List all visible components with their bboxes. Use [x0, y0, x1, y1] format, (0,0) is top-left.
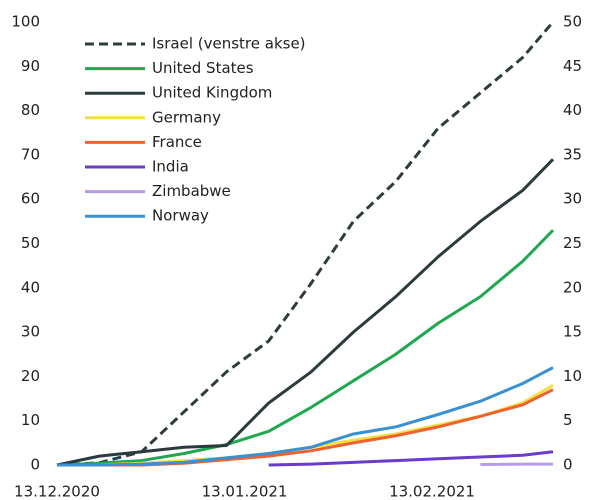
y-tick-label: 80: [21, 101, 40, 119]
y2-tick-label: 10: [563, 367, 582, 385]
legend-label: United States: [152, 59, 254, 77]
y2-tick-label: 20: [563, 278, 582, 296]
legend-label: United Kingdom: [152, 84, 272, 102]
y-tick-label: 70: [21, 145, 40, 163]
y-tick-label: 30: [21, 323, 40, 341]
legend-label: France: [152, 133, 202, 151]
y2-tick-label: 35: [563, 145, 582, 163]
y2-tick-label: 5: [563, 411, 573, 429]
y2-tick-label: 25: [563, 234, 582, 252]
line: [56, 229, 555, 467]
y-tick-label: 50: [21, 234, 40, 252]
y2-tick-label: 15: [563, 323, 582, 341]
y-tick-label: 90: [21, 57, 40, 75]
legend-label: Zimbabwe: [152, 182, 231, 200]
y2-tick-label: 30: [563, 190, 582, 208]
y-tick-label: 100: [11, 13, 40, 31]
line: [57, 366, 554, 467]
line: [56, 21, 555, 467]
x-tick-label: 13.01.2021: [202, 483, 288, 500]
line: [56, 158, 555, 467]
y2-tick-label: 0: [563, 456, 573, 474]
x-tick-label: 13.12.2020: [14, 483, 100, 500]
y-tick-label: 20: [21, 367, 40, 385]
legend-label: India: [152, 158, 189, 176]
y2-tick-label: 50: [563, 13, 582, 31]
y-tick-label: 0: [30, 456, 40, 474]
x-tick-label: 13.02.2021: [389, 483, 475, 500]
legend-label: Israel (venstre akse): [152, 35, 306, 53]
legend-label: Norway: [152, 207, 209, 225]
y-tick-label: 40: [21, 278, 40, 296]
y2-tick-label: 40: [563, 101, 582, 119]
line: [268, 450, 554, 467]
y2-tick-label: 45: [563, 57, 582, 75]
y-tick-label: 60: [21, 190, 40, 208]
legend-label: Germany: [152, 108, 221, 126]
y-tick-label: 10: [21, 411, 40, 429]
